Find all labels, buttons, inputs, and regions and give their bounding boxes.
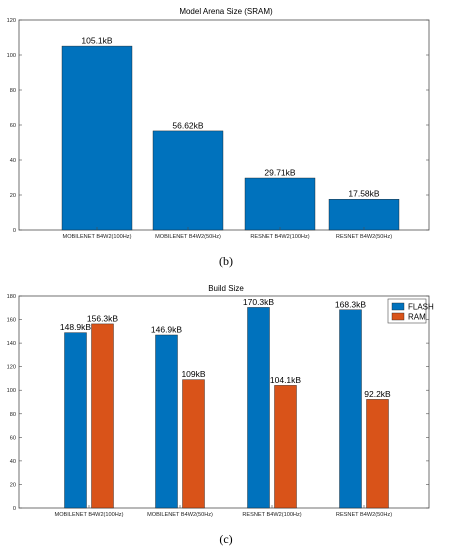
- x-tick-label: MOBILENET B4W2(50Hz): [147, 512, 213, 518]
- bar-ram: [91, 323, 114, 509]
- bar-value: [244, 177, 316, 231]
- bar-flash: [339, 309, 362, 509]
- bar-flash: [247, 307, 270, 509]
- y-tick-label: 20: [10, 193, 16, 199]
- bar-ram: [274, 385, 297, 509]
- bars: [64, 307, 389, 509]
- data-label: 170.3kB: [243, 297, 275, 307]
- x-tick-label: RESNET B4W2(100Hz): [250, 234, 309, 240]
- chart-model-arena-size: Model Arena Size (SRAM) 020406080100120 …: [7, 7, 430, 240]
- bar-value: [152, 130, 224, 231]
- x-tick-label: RESNET B4W2(50Hz): [336, 512, 392, 518]
- data-labels: 105.1kB 56.62kB 29.71kB 17.58kB: [81, 36, 380, 199]
- data-label: 109kB: [181, 369, 205, 379]
- bar-ram: [366, 399, 389, 509]
- legend-label-ram: RAM: [408, 313, 426, 322]
- data-label: 56.62kB: [172, 120, 204, 130]
- data-label: 104.1kB: [270, 375, 302, 385]
- x-tick-label: MOBILENET B4W2(50Hz): [155, 234, 221, 240]
- panel-label-b: (b): [219, 254, 233, 268]
- data-label: 29.71kB: [264, 168, 296, 178]
- y-axis: 0 20 40 60 80 100 120 140 160 180: [7, 294, 429, 512]
- y-tick-label: 160: [7, 318, 16, 324]
- legend-label-flash: FLASH: [408, 303, 434, 312]
- y-tick-label: 0: [13, 228, 16, 234]
- chart-build-size: Build Size 0 20 40 60 80 100 120 140 160 180 148.…: [7, 284, 434, 518]
- x-axis: MOBILENET B4W2(100Hz) MOBILENET B4W2(50Hz…: [63, 227, 392, 240]
- data-label: 168.3kB: [335, 299, 367, 309]
- legend: FLASH RAM: [387, 298, 434, 324]
- chart-title: Build Size: [208, 284, 244, 293]
- bar-flash: [64, 332, 87, 509]
- data-label: 17.58kB: [348, 189, 380, 199]
- bar-ram: [182, 379, 205, 509]
- legend-swatch-flash: [391, 302, 405, 311]
- x-tick-label: RESNET B4W2(100Hz): [242, 512, 301, 518]
- x-tick-label: RESNET B4W2(50Hz): [336, 234, 392, 240]
- y-tick-label: 100: [7, 53, 16, 59]
- data-label: 156.3kB: [87, 313, 119, 323]
- y-tick-label: 0: [13, 506, 16, 512]
- x-tick-label: MOBILENET B4W2(100Hz): [55, 512, 124, 518]
- y-tick-label: 120: [7, 365, 16, 371]
- y-axis: 0 20 40 60 80 100 120: [7, 18, 429, 234]
- x-axis: MOBILENET B4W2(100Hz) MOBILENET B4W2(50Hz…: [55, 505, 392, 518]
- y-tick-label: 40: [10, 158, 16, 164]
- data-label: 148.9kB: [60, 322, 92, 332]
- y-tick-label: 20: [10, 482, 16, 488]
- bar-flash: [155, 334, 178, 509]
- y-tick-label: 180: [7, 294, 16, 300]
- x-tick-label: MOBILENET B4W2(100Hz): [63, 234, 132, 240]
- legend-swatch-ram: [391, 312, 405, 321]
- y-tick-label: 140: [7, 341, 16, 347]
- y-tick-label: 80: [10, 88, 16, 94]
- bars: [61, 45, 400, 231]
- y-tick-label: 100: [7, 388, 16, 394]
- y-tick-label: 60: [10, 435, 16, 441]
- bar-value: [61, 45, 133, 231]
- panel-label-c: (c): [219, 532, 232, 546]
- data-label: 146.9kB: [151, 324, 183, 334]
- chart-title: Model Arena Size (SRAM): [179, 7, 273, 16]
- y-tick-label: 120: [7, 18, 16, 24]
- y-tick-label: 80: [10, 412, 16, 418]
- bar-value: [328, 199, 400, 231]
- data-label: 92.2kB: [364, 389, 391, 399]
- y-tick-label: 60: [10, 123, 16, 129]
- y-tick-label: 40: [10, 459, 16, 465]
- data-label: 105.1kB: [81, 36, 113, 46]
- plot-box: [18, 295, 430, 509]
